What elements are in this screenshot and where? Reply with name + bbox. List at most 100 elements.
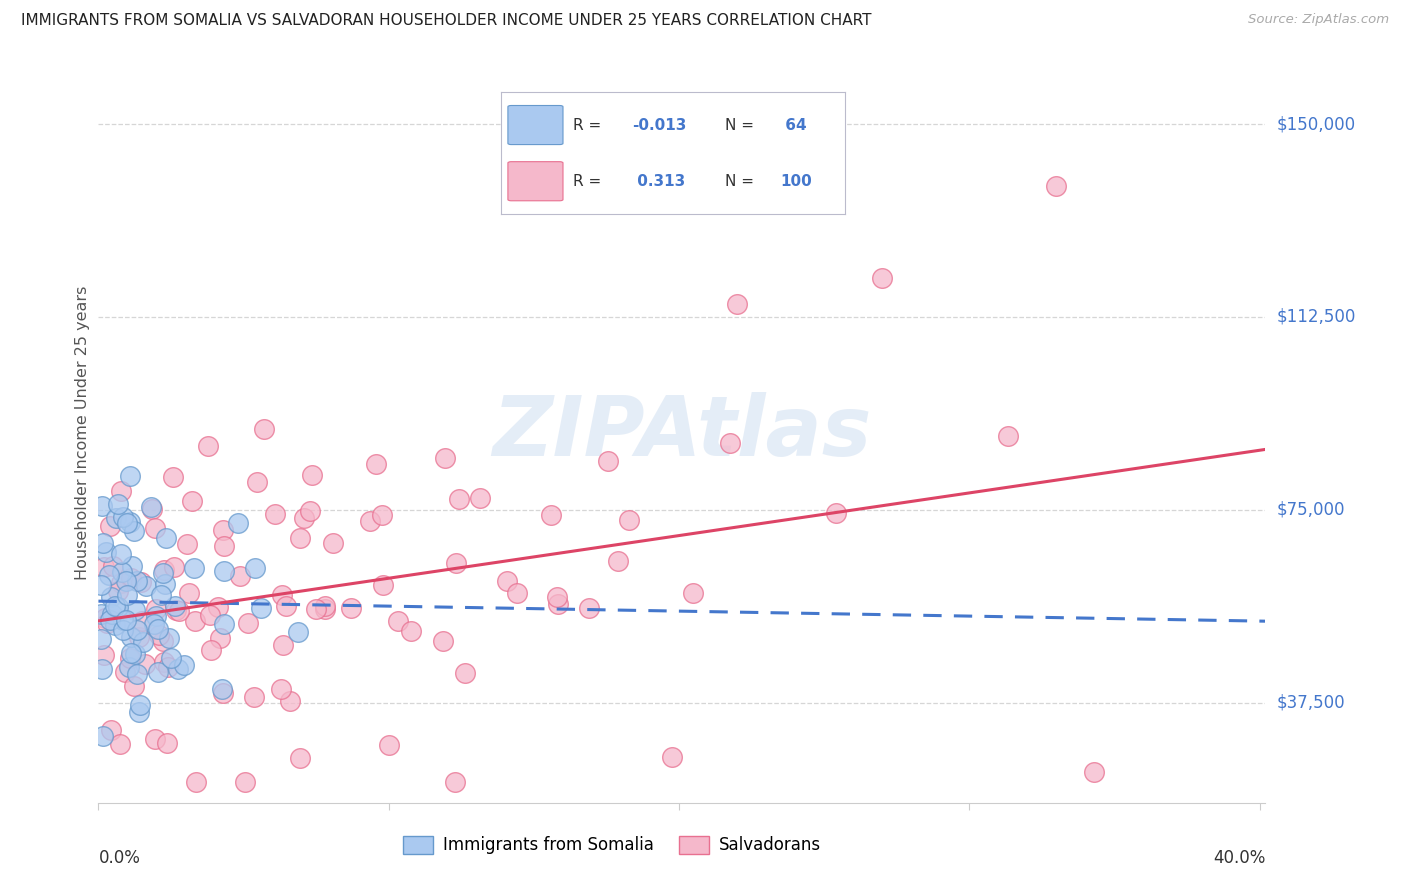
Point [253, 422, 276, 436]
Point [111, 623, 134, 637]
Point [198, 608, 221, 623]
Point [211, 686, 233, 700]
Point [506, 586, 529, 600]
Point [114, 665, 136, 680]
Text: ZIPAtlas: ZIPAtlas [492, 392, 872, 473]
Point [364, 458, 387, 472]
Point [399, 624, 422, 639]
Point [176, 537, 198, 551]
Point [91, 662, 114, 676]
Text: $150,000: $150,000 [1277, 115, 1355, 133]
Point [387, 615, 409, 629]
Point [165, 603, 187, 617]
Point [101, 607, 124, 621]
Legend: Immigrants from Somalia, Salvadorans: Immigrants from Somalia, Salvadorans [396, 829, 828, 861]
Point [166, 662, 188, 676]
Point [105, 511, 128, 525]
Point [104, 617, 127, 632]
Point [322, 536, 344, 550]
Point [233, 775, 256, 789]
Point [373, 578, 395, 592]
Point [152, 566, 174, 581]
Point [148, 628, 170, 642]
Point [93, 611, 115, 625]
Point [725, 297, 748, 311]
Point [128, 705, 150, 719]
Point [211, 682, 233, 697]
Point [93, 648, 115, 663]
Point [619, 513, 641, 527]
Point [547, 598, 569, 612]
Point [128, 631, 150, 645]
Text: 0.0%: 0.0% [98, 849, 141, 867]
Point [153, 577, 176, 591]
Point [156, 736, 179, 750]
Point [184, 614, 207, 628]
Point [148, 622, 170, 636]
Point [434, 451, 457, 466]
Point [359, 514, 381, 528]
Point [153, 655, 176, 669]
Point [118, 468, 141, 483]
Point [212, 616, 235, 631]
Point [108, 737, 131, 751]
Point [378, 738, 401, 752]
Point [157, 631, 180, 645]
Point [246, 475, 269, 489]
Point [598, 453, 620, 467]
Point [270, 682, 292, 697]
Point [229, 569, 252, 583]
Point [120, 646, 142, 660]
Point [870, 271, 893, 285]
Point [290, 531, 312, 545]
Text: $112,500: $112,500 [1277, 308, 1355, 326]
Point [131, 615, 153, 629]
Point [214, 539, 236, 553]
Point [153, 562, 176, 576]
Point [145, 602, 167, 616]
Point [432, 634, 454, 648]
Point [103, 558, 125, 573]
Point [1083, 764, 1105, 779]
Point [115, 613, 138, 627]
Point [90, 632, 112, 646]
Point [135, 579, 157, 593]
Point [110, 483, 132, 498]
Point [100, 519, 122, 533]
Point [271, 588, 294, 602]
Point [661, 749, 683, 764]
Point [314, 599, 336, 614]
Point [340, 601, 363, 615]
Point [94, 545, 117, 559]
Point [111, 566, 134, 580]
Point [91, 500, 114, 514]
Point [162, 470, 184, 484]
Point [93, 536, 115, 550]
Point [100, 590, 122, 604]
Point [124, 647, 146, 661]
Point [236, 615, 259, 630]
Text: $75,000: $75,000 [1277, 500, 1346, 519]
Point [160, 650, 183, 665]
Point [454, 665, 477, 680]
Point [146, 665, 169, 680]
Point [120, 650, 142, 665]
Point [120, 630, 142, 644]
Point [149, 588, 172, 602]
Point [186, 775, 208, 789]
Point [110, 575, 132, 590]
Point [718, 436, 741, 450]
Point [117, 588, 139, 602]
Point [112, 613, 135, 627]
Point [546, 590, 568, 604]
Point [183, 561, 205, 575]
Text: 40.0%: 40.0% [1213, 849, 1265, 867]
Point [121, 558, 143, 573]
Point [209, 631, 232, 645]
Point [145, 609, 167, 624]
Point [271, 638, 294, 652]
Point [276, 599, 298, 614]
Point [110, 547, 132, 561]
Point [90, 607, 112, 622]
Point [997, 429, 1019, 443]
